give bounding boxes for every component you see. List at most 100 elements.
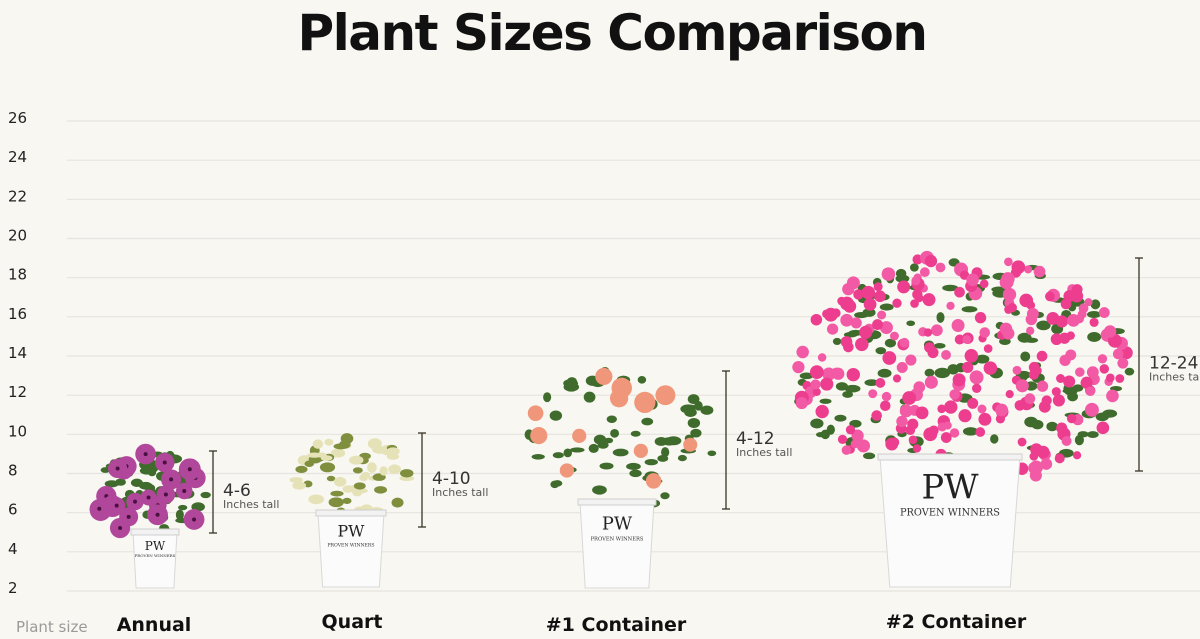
leaf <box>961 306 978 313</box>
flower <box>937 404 946 414</box>
leaf <box>610 428 620 438</box>
flower <box>1033 366 1042 375</box>
flower <box>912 444 922 453</box>
leaf <box>399 475 415 482</box>
leaf <box>1087 332 1102 342</box>
flower <box>1026 301 1036 310</box>
range-unit-label: Inches tall <box>736 446 792 459</box>
flower <box>979 279 989 289</box>
flower <box>892 298 902 308</box>
flower <box>1052 394 1065 407</box>
flower <box>924 375 938 389</box>
flower <box>924 342 935 353</box>
leaf <box>665 436 682 446</box>
flower-center <box>115 466 120 471</box>
x-axis-title: Plant size <box>16 618 88 636</box>
leaf <box>552 452 564 459</box>
flower-center <box>143 452 148 457</box>
flower <box>975 427 986 437</box>
leaf <box>1036 320 1051 331</box>
y-tick-label: 2 <box>8 579 18 597</box>
flower <box>966 273 979 287</box>
leaf <box>629 469 642 478</box>
flower <box>1002 287 1017 302</box>
flower <box>1072 451 1082 460</box>
range-value-label: 4-10 <box>432 469 471 489</box>
leaf <box>333 476 347 487</box>
leaf <box>1087 310 1101 318</box>
leaf <box>583 391 596 403</box>
flower <box>871 410 882 421</box>
flower <box>1040 458 1053 470</box>
flower <box>1056 374 1065 383</box>
flower <box>979 327 991 338</box>
leaf <box>819 398 832 404</box>
leaf <box>175 509 184 521</box>
leaf <box>677 454 687 462</box>
flower <box>964 349 979 363</box>
flower <box>1001 272 1015 286</box>
leaf <box>374 486 388 494</box>
flower <box>795 396 808 410</box>
leaf <box>599 462 614 470</box>
flower <box>863 297 877 311</box>
flower <box>1005 390 1014 399</box>
range-value-label: 4-12 <box>736 429 775 449</box>
flower <box>861 285 876 300</box>
pw-logo: PW <box>921 468 979 507</box>
flower <box>954 286 965 298</box>
flower <box>872 319 884 331</box>
flower <box>527 405 544 421</box>
flower <box>873 282 883 292</box>
leaf <box>1087 431 1099 438</box>
leaf <box>934 367 951 379</box>
flower <box>1055 315 1069 328</box>
flower <box>645 473 662 489</box>
flower <box>855 337 869 352</box>
flower <box>1012 365 1022 375</box>
flower <box>896 415 908 428</box>
flower <box>983 344 993 353</box>
flower <box>1098 307 1110 318</box>
leaf <box>340 433 354 444</box>
leaf <box>604 437 614 444</box>
leaf <box>379 466 388 476</box>
annual-plant-image <box>89 443 211 539</box>
flower <box>946 301 955 310</box>
leaf <box>842 391 854 398</box>
leaf <box>178 504 188 511</box>
flower <box>796 345 809 359</box>
leaf <box>592 485 607 495</box>
leaf <box>531 454 545 460</box>
y-tick-label: 22 <box>8 187 27 205</box>
flower <box>913 381 926 393</box>
flower <box>850 317 862 329</box>
leaf <box>877 368 892 378</box>
flower <box>1066 413 1077 424</box>
flower <box>841 445 852 455</box>
leaf <box>687 417 701 429</box>
flower <box>851 429 864 442</box>
leaf <box>844 384 861 393</box>
flower <box>879 400 891 412</box>
flower <box>924 254 938 268</box>
flower <box>1115 374 1125 383</box>
leaf <box>975 354 990 364</box>
flower-center <box>133 499 138 504</box>
flower <box>856 439 871 453</box>
range-unit-label: Inches tall <box>223 498 279 511</box>
flower <box>572 428 587 443</box>
flower <box>881 391 892 402</box>
leaf <box>312 439 324 449</box>
leaf <box>895 268 907 279</box>
flower <box>919 267 930 278</box>
leaf <box>563 448 573 458</box>
leaf <box>884 338 897 348</box>
flower <box>859 325 873 339</box>
flower <box>1026 307 1039 320</box>
flower <box>1078 303 1089 314</box>
leaf <box>295 465 308 474</box>
flower-center <box>182 489 187 494</box>
y-tick-label: 16 <box>8 305 27 323</box>
leaf <box>330 448 346 458</box>
